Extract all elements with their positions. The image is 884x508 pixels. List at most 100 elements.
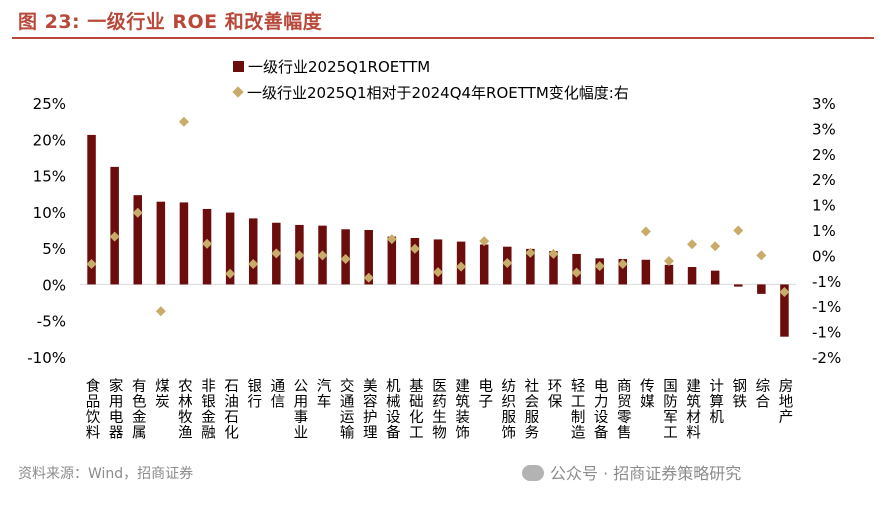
x-category-label: 通信	[268, 378, 284, 409]
x-category-label: 建筑装饰	[453, 378, 469, 440]
y-right-tick-label: 2%	[812, 171, 836, 189]
legend-item-bar: 一级行业2025Q1ROETTM	[233, 56, 430, 77]
roe-bar	[549, 251, 558, 285]
legend-bar-swatch	[233, 61, 244, 72]
y-left-tick-label: 10%	[33, 204, 66, 222]
x-category-label: 机械设备	[384, 378, 400, 440]
roe-bar	[734, 284, 743, 287]
y-right-tick-label: 1%	[812, 222, 836, 240]
y-left-tick-label: 20%	[33, 131, 66, 149]
x-category-label: 综合	[753, 378, 769, 409]
watermark: 公众号 · 招商证券策略研究	[522, 460, 741, 484]
roe-bar	[479, 244, 489, 285]
x-category-label: 房地产	[776, 378, 792, 425]
roe-bar	[225, 212, 235, 285]
x-category-label: 医药生物	[430, 378, 446, 440]
x-category-label: 传媒	[638, 378, 654, 409]
x-category-label: 轻工制造	[569, 378, 585, 441]
title-divider	[12, 37, 874, 39]
x-category-label: 食品饮料	[84, 378, 100, 440]
roe-change-marker	[178, 116, 189, 127]
x-category-label: 煤炭	[153, 378, 169, 409]
roe-change-marker	[317, 250, 328, 261]
roe-change-marker	[132, 207, 143, 218]
roe-bar	[780, 284, 789, 337]
y-left-tick-label: 25%	[33, 95, 66, 113]
roe-change-marker	[733, 225, 744, 236]
roe-change-marker	[363, 272, 374, 283]
y-right-tick-label: -1%	[812, 298, 841, 316]
y-right-tick-label: -2%	[812, 349, 841, 367]
figure-title: 图 23: 一级行业 ROE 和改善幅度	[18, 11, 323, 33]
x-category-label: 纺织服饰	[499, 378, 515, 440]
y-right-tick-label: 3%	[812, 95, 836, 113]
watermark-text: 公众号 · 招商证券策略研究	[550, 464, 742, 483]
x-category-label: 电力设备	[592, 378, 608, 440]
x-category-label: 社会服务	[522, 378, 538, 441]
roe-bar	[433, 239, 443, 285]
y-right-tick-label: -1%	[812, 273, 841, 291]
y-left-tick-label: 5%	[42, 240, 66, 258]
x-category-label: 家用电器	[107, 378, 123, 440]
y-left-tick-label: 0%	[42, 276, 66, 294]
x-category-label: 基础化工	[407, 378, 423, 440]
roe-change-marker	[479, 236, 490, 247]
y-right-tick-label: 1%	[812, 197, 836, 215]
roe-bar	[364, 230, 373, 285]
roe-bar	[248, 218, 258, 285]
x-category-label: 钢铁	[730, 378, 746, 409]
x-category-label: 国防军工	[661, 378, 677, 440]
roe-bar	[156, 201, 166, 285]
roe-change-marker	[756, 250, 767, 261]
legend-bar-label: 一级行业2025Q1ROETTM	[248, 58, 431, 76]
y-right-tick-label: 0%	[812, 247, 836, 265]
roe-bar	[595, 258, 604, 285]
y-left-tick-label: -5%	[37, 313, 66, 331]
y-right-tick-label: -1%	[812, 324, 841, 342]
x-category-label: 公用事业	[291, 378, 307, 440]
x-category-label: 环保	[545, 378, 561, 409]
roe-change-marker	[779, 286, 790, 297]
x-category-label: 交通运输	[338, 377, 354, 440]
x-category-label: 电子	[476, 378, 492, 409]
roe-change-marker	[86, 259, 97, 270]
roe-change-marker	[386, 234, 397, 245]
roe-bar	[526, 248, 535, 285]
roe-bar	[664, 264, 674, 285]
roe-bar	[687, 267, 697, 285]
roe-bar	[710, 270, 720, 285]
roe-bar	[410, 237, 420, 285]
roe-change-marker	[571, 267, 582, 278]
roe-change-marker	[548, 248, 559, 259]
roe-change-marker	[594, 261, 605, 272]
roe-change-marker	[294, 250, 305, 261]
roe-bar	[110, 166, 119, 285]
y-right-tick-label: 3%	[812, 120, 836, 138]
roe-change-marker	[155, 306, 166, 317]
roe-bar	[179, 202, 189, 285]
y-left-tick-label: -10%	[27, 349, 66, 367]
roe-change-marker	[340, 253, 351, 264]
x-category-label: 非银金融	[199, 378, 215, 440]
roe-change-marker	[248, 259, 259, 270]
x-category-label: 建筑材料	[684, 378, 700, 440]
roe-bar	[757, 284, 766, 294]
roe-change-marker	[202, 238, 213, 249]
x-category-label: 汽车	[315, 378, 331, 409]
x-category-label: 计算机	[707, 378, 723, 425]
x-category-label: 商贸零售	[615, 378, 631, 440]
roe-change-marker	[409, 243, 420, 254]
roe-bar	[387, 236, 397, 285]
legend-item-marker: 一级行业2025Q1相对于2024Q4年ROETTM变化幅度:右	[232, 82, 629, 103]
x-category-label: 有色金属	[130, 378, 146, 440]
x-category-label: 石油石化	[222, 378, 238, 440]
roe-change-marker	[502, 258, 513, 269]
roe-change-marker	[433, 267, 443, 278]
roe-change-marker	[640, 226, 651, 237]
roe-change-marker	[617, 259, 628, 270]
roe-change-marker	[109, 231, 120, 242]
y-right-tick-label: 2%	[812, 146, 836, 164]
x-category-label: 美容护理	[361, 378, 377, 440]
roe-bar	[641, 259, 651, 285]
